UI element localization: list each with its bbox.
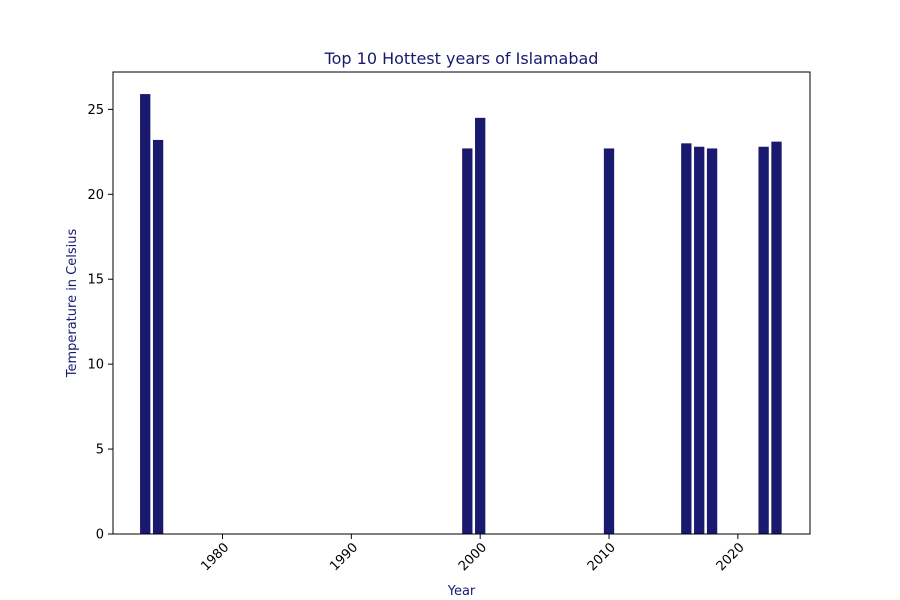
bar-2022 (758, 146, 769, 535)
y-tick-label: 10 (87, 358, 104, 373)
bar-2023 (771, 141, 782, 534)
bar-1999 (462, 148, 473, 534)
bar-1974 (140, 94, 151, 534)
chart-title: Top 10 Hottest years of Islamabad (324, 49, 599, 68)
plot-frame (112, 71, 811, 535)
bar-1975 (152, 139, 164, 534)
y-tick-label: 5 (96, 443, 104, 458)
bar-2016 (681, 143, 692, 534)
y-axis-title: Temperature in Celsius (65, 229, 80, 379)
bar-2010 (603, 148, 615, 534)
bar-2018 (706, 148, 718, 534)
bars-group (140, 94, 782, 535)
y-tick-label: 15 (87, 273, 104, 288)
y-axis-ticks: 0 5 10 15 20 25 (87, 103, 113, 543)
y-tick-label: 20 (87, 188, 104, 203)
bar-2017 (694, 146, 705, 535)
x-axis-title: Year (447, 584, 476, 599)
y-tick-label: 25 (87, 103, 104, 118)
bar-2000 (475, 117, 486, 535)
y-tick-label: 0 (96, 528, 104, 543)
